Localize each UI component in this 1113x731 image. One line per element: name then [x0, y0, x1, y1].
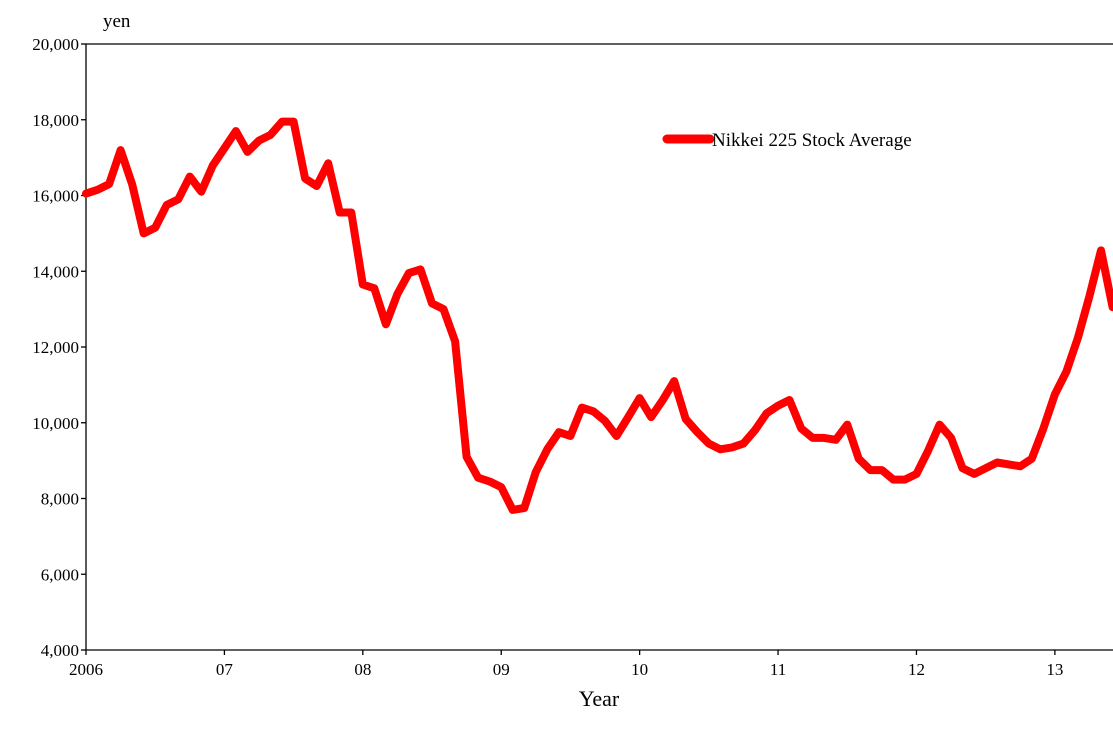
y-tick-label: 12,000	[32, 338, 79, 357]
x-tick-label: 10	[631, 660, 648, 679]
x-tick-label: 08	[354, 660, 371, 679]
x-tick-label: 07	[216, 660, 234, 679]
y-tick-label: 6,000	[41, 565, 79, 584]
x-tick-label: 2006	[69, 660, 103, 679]
x-tick-label: 12	[908, 660, 925, 679]
x-tick-label: 11	[770, 660, 786, 679]
legend: Nikkei 225 Stock Average	[662, 130, 912, 151]
x-tick-label: 13	[1046, 660, 1063, 679]
series-layer	[82, 117, 1113, 514]
series-line-nikkei-225	[82, 117, 1113, 514]
y-tick-label: 4,000	[41, 641, 79, 660]
x-axis-title: Year	[579, 686, 620, 711]
y-tick-label: 8,000	[41, 490, 79, 509]
y-axis-unit-label: yen	[103, 11, 131, 32]
y-tick-label: 16,000	[32, 187, 79, 206]
x-tick-label: 09	[493, 660, 510, 679]
y-tick-label: 18,000	[32, 111, 79, 130]
y-axis-ticks: 4,000 6,000 8,000 10,000 12,000 14,000 16,000 1…	[32, 35, 86, 660]
y-tick-label: 14,000	[32, 262, 79, 281]
legend-label-nikkei: Nikkei 225 Stock Average	[712, 130, 912, 151]
x-axis-ticks: 2006 07 08 09 10 11 12 13	[69, 650, 1063, 679]
y-tick-label: 20,000	[32, 35, 79, 54]
y-tick-label: 10,000	[32, 414, 79, 433]
